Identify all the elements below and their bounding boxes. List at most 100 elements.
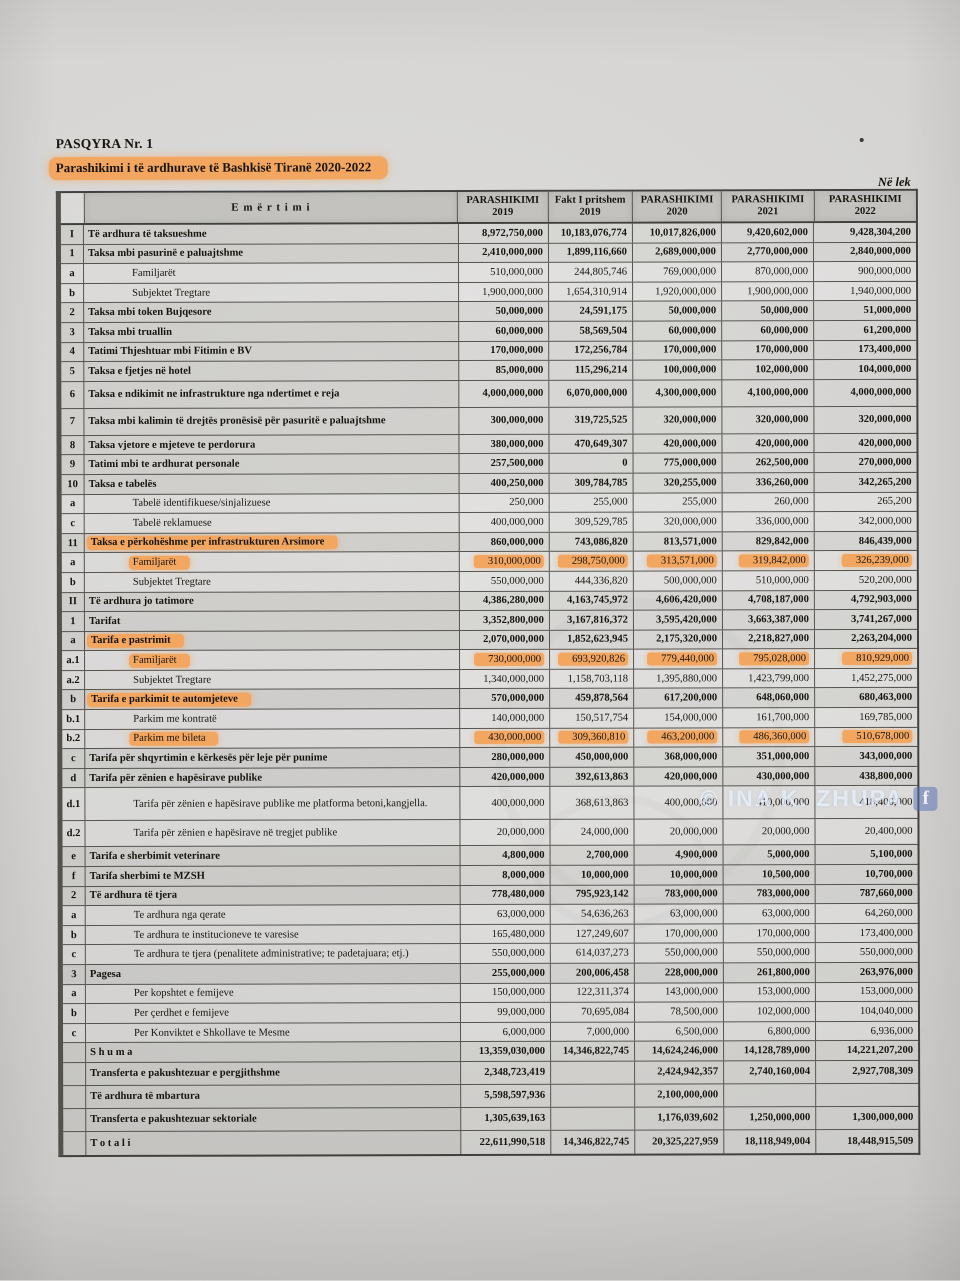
table-row: a Per kopshtet e femijeve 150,000,000 122,3…: [62, 982, 918, 1005]
value-text: 172,256,784: [574, 344, 628, 357]
row-label: Tarifat: [88, 615, 121, 627]
table-row: 7 Taksa mbi kalimin të drejtës pronësisë …: [61, 406, 917, 436]
cell-value-parashikimi-2019: 550,000,000: [460, 944, 551, 964]
cell-value-parashikimi-2022: 342,265,200: [814, 472, 917, 492]
cell-emertimi: Taksa e fjetjes në hotel: [84, 361, 460, 381]
cell-value-parashikimi-2019: 1,305,639,163: [461, 1107, 552, 1131]
cell-value-parashikimi-2019: 8,972,750,000: [458, 223, 549, 243]
cell-index: c: [61, 514, 85, 533]
cell-value-parashikimi-2022: 550,000,000: [815, 943, 918, 963]
row-label: Tarifa për zënien e hapësirave në tregje…: [133, 827, 338, 840]
cell-value-parashikimi-2019: 250,000: [459, 493, 550, 513]
cell-value-parashikimi-2019: 430,000,000: [460, 728, 551, 748]
cell-emertimi: Tarifa për zënien e hapësirave publike: [85, 767, 461, 788]
cell-value-parashikimi-2021: 336,260,000: [722, 473, 815, 492]
cell-value-parashikimi-2022: 9,428,304,200: [813, 222, 916, 242]
highlighted-value: 463,200,000: [647, 730, 718, 745]
cell-value-parashikimi-2020: 78,500,000: [634, 1002, 724, 1022]
highlighted-value: 730,000,000: [474, 652, 545, 667]
cell-value-parashikimi-2021: 2,740,160,004: [724, 1061, 817, 1084]
cell-value-parashikimi-2019: 510,000,000: [459, 263, 550, 282]
cell-value-parashikimi-2019: 400,000,000: [460, 787, 551, 820]
cell-index: 3: [62, 965, 86, 984]
value-text: 54,636,263: [581, 908, 629, 920]
highlighted-label: Taksa e përkohëshme per infrastrukturen …: [86, 535, 338, 551]
cell-value-fakt-2019: 3,167,816,372: [549, 610, 634, 630]
value-text: 99,000,000: [497, 1006, 545, 1018]
cell-value-parashikimi-2020: 1,395,880,000: [634, 669, 724, 689]
value-text: 2,410,000,000: [482, 247, 544, 259]
table-row: a.2 Subjektet Tregtare 1,340,000,000 1,158,…: [62, 668, 918, 691]
cell-value-parashikimi-2021: 870,000,000: [722, 262, 815, 282]
table-row: 10 Taksa e tabelës 400,250,000 309,784,785 3…: [61, 472, 917, 495]
cell-index: 4: [61, 342, 85, 362]
cell-value-parashikimi-2022: [816, 1083, 919, 1107]
row-label: Pagesa: [89, 968, 122, 980]
cell-index: a: [61, 494, 85, 514]
value-text: 550,000,000: [756, 947, 810, 959]
value-text: 78,500,000: [670, 1006, 718, 1018]
cell-value-parashikimi-2019: 2,070,000,000: [459, 630, 551, 650]
cell-value-fakt-2019: 743,086,820: [549, 532, 634, 552]
value-text: 10,000,000: [580, 869, 629, 881]
cell-emertimi: Taksa e ndikimit ne infrastrukture nga n…: [84, 380, 460, 408]
cell-value-parashikimi-2019: 99,000,000: [460, 1003, 551, 1022]
cell-emertimi: Pagesa: [85, 964, 461, 984]
value-text: 170,000,000: [663, 344, 717, 356]
unit-note: Në lek: [877, 174, 911, 189]
cell-value-parashikimi-2022: 1,300,000,000: [816, 1106, 919, 1130]
cell-index: b: [62, 925, 86, 945]
cell-emertimi: Tarifa për zënien e hapësirave në tregje…: [85, 820, 461, 847]
cell-value-parashikimi-2021: 50,000,000: [722, 301, 815, 321]
row-label: Te ardhura te institucioneve te varesise: [133, 929, 299, 941]
value-text: 20,400,000: [864, 826, 913, 838]
table-row: Transferta e pakushtezuar sektoriale 1,30…: [63, 1106, 919, 1133]
cell-value-parashikimi-2022: 810,929,000: [815, 649, 918, 668]
cell-index: 5: [61, 362, 85, 381]
value-text: 680,463,000: [859, 692, 913, 704]
row-label: Parkim me kontratë: [133, 713, 217, 725]
cell-emertimi: Taksa mbi pasurinë e paluajtshme: [83, 243, 460, 264]
cell-value-parashikimi-2019: 170,000,000: [459, 341, 550, 361]
page-subtitle: Parashikimi i të ardhurave të Bashkisë T…: [48, 156, 388, 181]
cell-value-parashikimi-2022: 1,940,000,000: [814, 281, 917, 301]
value-text: 255,000: [682, 496, 717, 508]
cell-value-parashikimi-2022: 4,000,000,000: [814, 379, 917, 406]
value-text: 2,348,723,419: [484, 1067, 546, 1079]
cell-index: 1: [60, 244, 85, 264]
table-row: 3 Pagesa 255,000,000 200,006,458 228,000,000…: [62, 962, 918, 985]
header-cell-index: [60, 193, 85, 224]
value-text: 257,500,000: [490, 457, 544, 470]
value-text: 470,649,307: [574, 438, 628, 450]
value-text: 342,265,200: [858, 476, 912, 488]
value-text: 4,792,903,000: [850, 594, 912, 606]
cell-value-parashikimi-2021: 6,800,000: [724, 1021, 817, 1041]
cell-value-parashikimi-2022: 326,239,000: [814, 551, 917, 571]
cell-emertimi: Per çerdhet e femijeve: [85, 1003, 461, 1023]
cell-value-parashikimi-2019: 50,000,000: [459, 302, 550, 322]
header-cell-parashikimi-2022: PARASHIKIMI 2022: [814, 190, 916, 222]
cell-emertimi: Taksa mbi kalimin të drejtës pronësisë p…: [84, 407, 460, 435]
cell-value-parashikimi-2020: 463,200,000: [634, 728, 724, 747]
cell-value-parashikimi-2020: 4,606,420,000: [633, 590, 723, 610]
cell-emertimi: Familjarët: [84, 552, 460, 572]
cell-value-parashikimi-2021: 170,000,000: [723, 923, 816, 943]
row-label: Tabelë reklamuese: [132, 517, 212, 529]
value-text: 6,800,000: [767, 1025, 811, 1037]
cell-value-parashikimi-2021: 161,700,000: [723, 708, 816, 728]
value-text: 165,480,000: [491, 928, 545, 940]
value-text: 420,000,000: [858, 437, 912, 449]
cell-emertimi: Të ardhura të mbartura: [86, 1085, 462, 1109]
cell-index: 9: [61, 455, 85, 475]
row-label: Taksa mbi kalimin të drejtës pronësisë p…: [88, 415, 386, 428]
row-label: Taksa e tabelës: [88, 478, 157, 490]
cell-emertimi: Parkim me kontratë: [85, 709, 461, 729]
cell-value-fakt-2019: 24,000,000: [550, 820, 635, 846]
cell-value-fakt-2019: 14,346,822,745: [551, 1130, 636, 1154]
cell-value-parashikimi-2022: 420,000,000: [814, 433, 917, 453]
value-text: 420,000,000: [663, 437, 717, 450]
cell-value-parashikimi-2021: 153,000,000: [723, 982, 816, 1002]
cell-value-parashikimi-2022: 320,000,000: [814, 406, 917, 433]
table-row: 11 Taksa e përkohëshme per infrastrukture…: [61, 531, 917, 554]
table-row: d.2 Tarifa për zënien e hapësirave në tre…: [62, 819, 918, 848]
